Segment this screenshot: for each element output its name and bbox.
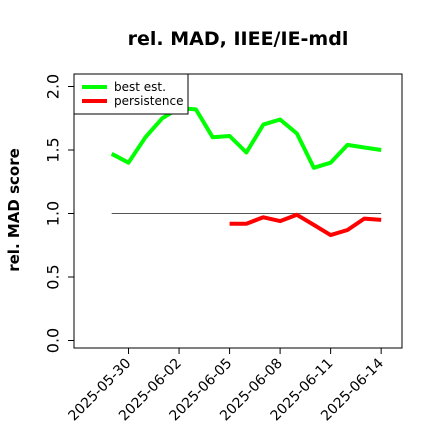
series-line-1 [229, 212, 382, 238]
series-layer [110, 106, 382, 238]
chart-title: rel. MAD, IIEE/IE-mdl [128, 28, 349, 50]
plot-frame [73, 73, 403, 349]
series-line-0 [110, 106, 382, 170]
y-axis-label: rel. MAD score [5, 148, 23, 272]
y-axis: 0.0 0.5 1.0 1.5 2.0 [44, 74, 74, 353]
y-tick-label: 1.5 [44, 137, 63, 162]
y-tick-label: 2.0 [44, 74, 63, 99]
legend: best est.persistence [73, 73, 189, 115]
y-tick-label: 0.5 [44, 264, 63, 289]
legend-box [73, 73, 189, 115]
x-axis: 2025-05-302025-06-022025-06-052025-06-08… [66, 348, 387, 424]
y-tick-label: 1.0 [44, 201, 63, 226]
y-tick-label: 0.0 [44, 328, 63, 353]
legend-label: persistence [114, 94, 183, 108]
legend-label: best est. [114, 80, 166, 94]
